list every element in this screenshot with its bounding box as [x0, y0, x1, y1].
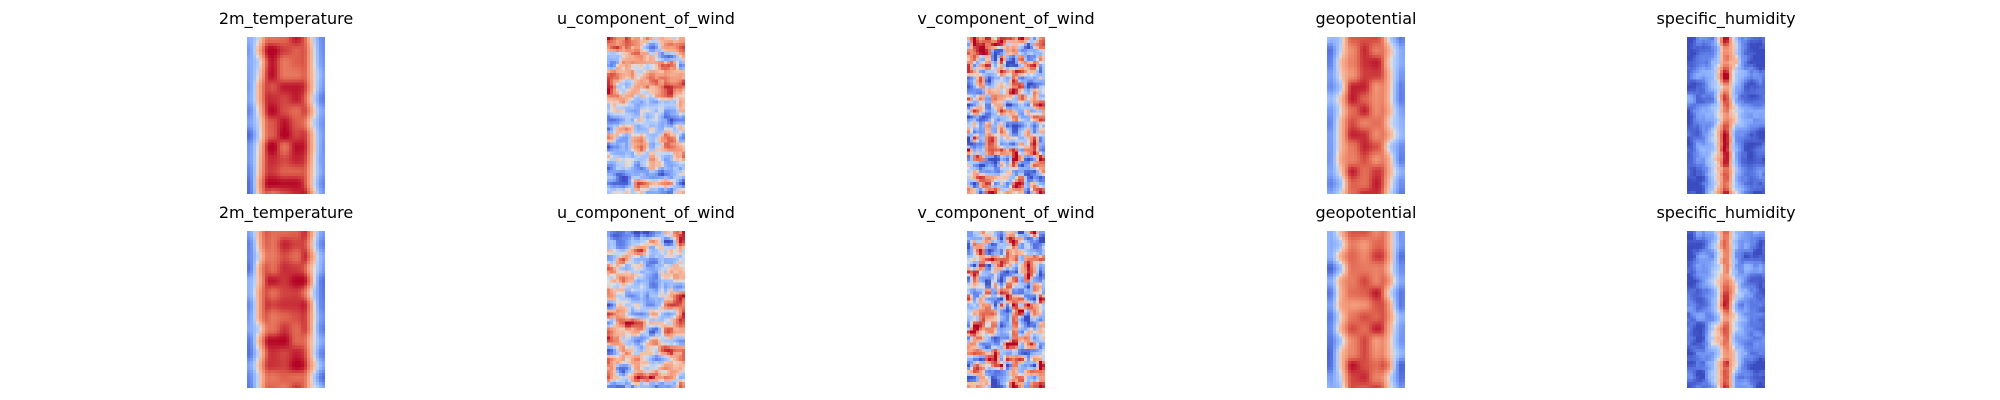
heatmap-image — [247, 37, 325, 194]
heatmap-image — [1327, 37, 1405, 194]
panel-title: 2m_temperature — [218, 9, 354, 28]
heatmap-image — [607, 37, 685, 194]
panel-title: v_component_of_wind — [917, 9, 1095, 28]
heatmap-image — [967, 231, 1045, 388]
panel-title: u_component_of_wind — [557, 9, 735, 28]
panel-title: v_component_of_wind — [917, 203, 1095, 222]
panel-title: 2m_temperature — [218, 203, 354, 222]
panel-title: geopotential — [1315, 9, 1417, 28]
heatmap-image — [1687, 37, 1765, 194]
heatmap-image — [967, 37, 1045, 194]
heatmap-image — [1687, 231, 1765, 388]
heatmap-image — [1327, 231, 1405, 388]
panel-title: u_component_of_wind — [557, 203, 735, 222]
heatmap-image — [247, 231, 325, 388]
heatmap-image — [607, 231, 685, 388]
panel-title: specific_humidity — [1656, 9, 1796, 28]
panel-title: geopotential — [1315, 203, 1417, 222]
panel-title: specific_humidity — [1656, 203, 1796, 222]
